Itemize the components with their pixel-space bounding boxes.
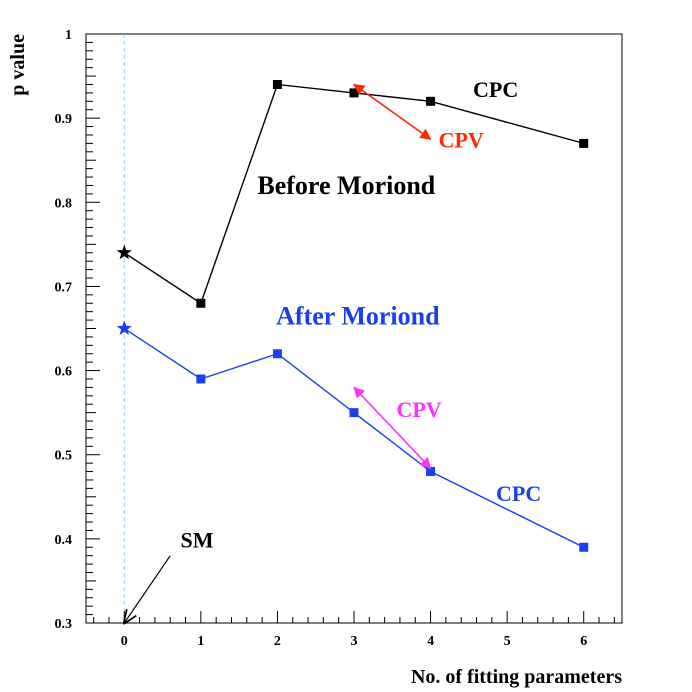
after-square-point: [579, 542, 589, 552]
after-square-point: [426, 467, 436, 477]
annotation-layer: Before Moriond After Moriond CPC CPV CPV CPC S…: [181, 77, 542, 552]
sm-label-label: SM: [181, 527, 214, 552]
after-square-point: [272, 349, 282, 359]
x-tick-label: 1: [197, 634, 204, 649]
arrow-layer: [124, 83, 432, 623]
cpc-after-label: CPC: [496, 481, 541, 506]
y-tick-label: 0.5: [55, 449, 73, 464]
x-tick-label: 4: [427, 634, 434, 649]
cpv-before-label: CPV: [439, 128, 484, 153]
y-tick-label: 0.6: [55, 365, 73, 380]
y-axis-title: p value: [7, 34, 29, 96]
x-tick-label: 3: [351, 634, 358, 649]
x-tick-label: 6: [580, 634, 587, 649]
before-series-line: [123, 83, 584, 305]
before-square-point: [426, 96, 436, 106]
y-tick-label: 1: [65, 28, 72, 43]
before-star-point: [116, 244, 132, 260]
after-square-point: [196, 374, 206, 384]
y-tick-label: 0.3: [55, 617, 73, 632]
after-moriond-label: After Moriond: [276, 301, 440, 330]
y-tick-label: 0.7: [55, 280, 73, 295]
axis-ticks: 0 1 2 3 4 5 6 0.3 0.4 0.5 0.6 0.7 0.8 0.9 1: [55, 28, 615, 649]
before-square-point: [196, 298, 206, 308]
before-square-point: [579, 138, 589, 148]
before-moriond-label: Before Moriond: [257, 171, 435, 200]
after-cpv-arrow: [353, 386, 432, 469]
x-tick-label: 0: [121, 634, 128, 649]
x-axis-title: No. of fitting parameters: [411, 666, 622, 688]
cpv-after-label: CPV: [396, 397, 441, 422]
before-square-point: [349, 88, 359, 98]
after-square-point: [349, 408, 359, 418]
before-square-point: [272, 79, 282, 89]
y-tick-label: 0.8: [55, 196, 73, 211]
after-series-line: [123, 327, 585, 548]
x-tick-label: 5: [504, 634, 511, 649]
after-star-point: [116, 320, 132, 335]
y-tick-label: 0.4: [55, 533, 73, 548]
before-cpv-arrow: [353, 83, 432, 140]
y-tick-label: 0.9: [55, 112, 73, 127]
cpc-before-label: CPC: [473, 77, 518, 102]
sm-pointer-arrow: [124, 555, 171, 623]
x-tick-label: 2: [274, 634, 281, 649]
